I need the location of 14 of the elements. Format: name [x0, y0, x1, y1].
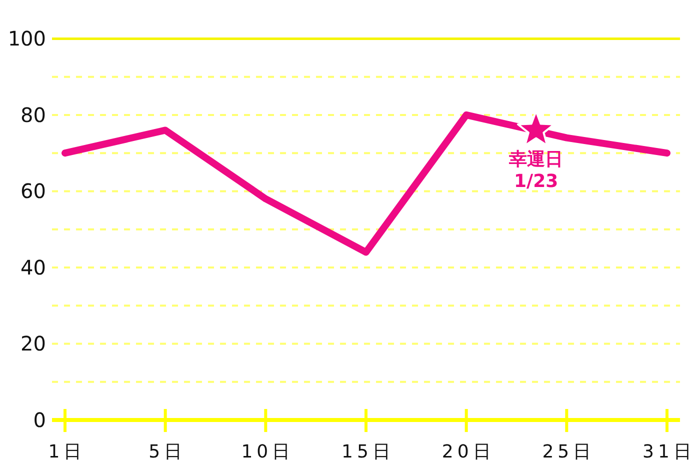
- y-tick-label: 20: [20, 332, 46, 356]
- x-tick-label: 15日: [342, 442, 394, 462]
- y-tick-label: 40: [20, 255, 46, 280]
- y-tick-label: 100: [8, 26, 46, 51]
- x-tick-label: 10日: [241, 442, 294, 462]
- x-tick-label: 25日: [542, 442, 596, 462]
- y-tick-label: 80: [20, 102, 46, 127]
- x-tick-label: 5日: [148, 442, 186, 462]
- annotation-text: 幸運日 1/23: [509, 149, 564, 192]
- x-tick-label: 1日: [48, 442, 86, 462]
- y-tick-label: 60: [20, 179, 46, 204]
- y-tick-label: 0: [33, 408, 46, 432]
- x-tick-label: 31日: [642, 442, 696, 462]
- x-tick-label: 20日: [442, 442, 495, 462]
